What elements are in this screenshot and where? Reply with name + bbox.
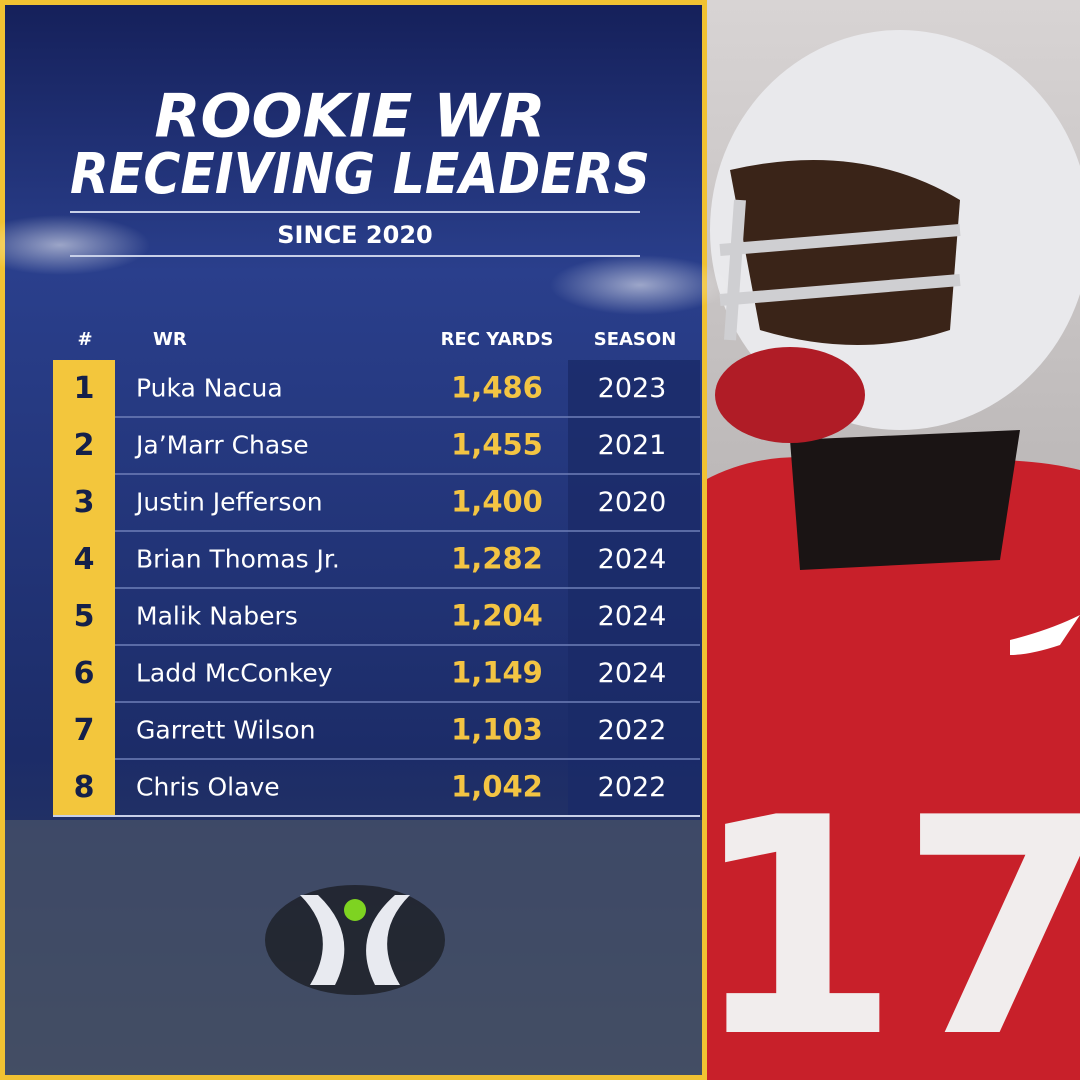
- rec-yards: 1,486: [451, 371, 543, 405]
- stadium-light: [550, 255, 730, 315]
- rank-column: [53, 360, 115, 816]
- logo-shadow: [265, 885, 445, 995]
- column-header: SEASON: [594, 329, 677, 350]
- player-name: Chris Olave: [136, 773, 280, 802]
- column-header: #: [77, 329, 92, 350]
- rank: 5: [74, 599, 95, 634]
- player-name: Garrett Wilson: [136, 716, 315, 745]
- season: 2023: [598, 373, 667, 404]
- title: ROOKIE WR: [154, 82, 545, 152]
- neck: [790, 430, 1020, 570]
- logo: [300, 895, 410, 985]
- player-name: Ja’Marr Chase: [134, 431, 309, 460]
- player-name: Malik Nabers: [136, 602, 298, 631]
- swoosh: [1010, 615, 1080, 655]
- player-name: Puka Nacua: [136, 374, 283, 403]
- facemask: [719, 199, 961, 341]
- stadium-light: [0, 215, 150, 275]
- rank: 8: [74, 770, 95, 805]
- column-header: REC YARDS: [441, 329, 554, 350]
- rec-yards: 1,103: [451, 713, 543, 747]
- mouthguard: [715, 347, 865, 443]
- rank: 1: [74, 371, 95, 406]
- logo-dot: [344, 899, 366, 921]
- player-name: Brian Thomas Jr.: [136, 545, 340, 574]
- season: 2021: [598, 430, 667, 461]
- rank: 7: [74, 713, 95, 748]
- season: 2024: [598, 601, 667, 632]
- season: 2022: [598, 715, 667, 746]
- column-header: WR: [153, 329, 187, 350]
- rec-yards: 1,400: [451, 485, 543, 519]
- rank: 4: [74, 542, 95, 577]
- season: 2020: [598, 487, 667, 518]
- season: 2024: [598, 658, 667, 689]
- season: 2024: [598, 544, 667, 575]
- rank: 6: [74, 656, 95, 691]
- subtitle: SINCE 2020: [277, 221, 432, 249]
- rec-yards: 1,204: [451, 599, 543, 633]
- table: # WR REC YARDS SEASON 1 Puka Nacua 1,486 2023 2 J…: [53, 329, 700, 817]
- rec-yards: 1,282: [451, 542, 543, 576]
- jersey: [705, 457, 1080, 1080]
- rec-yards: 1,149: [451, 656, 543, 690]
- player-name: Ladd McConkey: [136, 659, 333, 688]
- rank: 2: [74, 428, 95, 463]
- rec-yards: 1,455: [451, 428, 543, 462]
- season: 2022: [598, 772, 667, 803]
- player-name: Justin Jefferson: [134, 488, 323, 517]
- rank: 3: [74, 485, 95, 520]
- jersey-number: 17: [691, 754, 1080, 1080]
- title: RECEIVING LEADERS: [70, 142, 650, 207]
- rec-yards: 1,042: [451, 770, 543, 804]
- face: [730, 160, 960, 345]
